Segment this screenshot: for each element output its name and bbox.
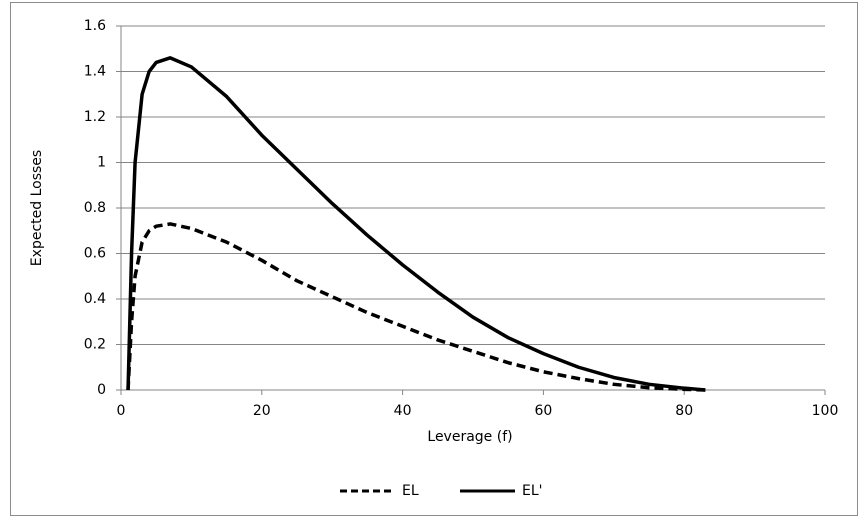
y-tick-label: 0.2	[84, 337, 106, 353]
x-tick-label: 20	[253, 403, 271, 419]
y-tick-label: 1.4	[84, 64, 106, 80]
x-axis-title: Leverage (f)	[427, 429, 512, 445]
x-tick-label: 0	[117, 403, 126, 419]
y-axis-title: Expected Losses	[29, 150, 45, 266]
x-tick-label: 60	[534, 403, 552, 419]
chart-border	[10, 2, 858, 516]
x-tick-label: 80	[675, 403, 693, 419]
series-line	[126, 56, 706, 392]
x-tick-label: 40	[394, 403, 412, 419]
y-tick-label: 1.2	[84, 109, 106, 125]
y-tick-label: 1	[97, 155, 106, 171]
y-tick-label: 0	[97, 382, 106, 398]
series-line	[126, 222, 706, 392]
x-tick-label: 100	[812, 403, 839, 419]
legend-label: EL	[402, 483, 419, 499]
y-tick-label: 1.6	[84, 18, 106, 34]
y-tick-label: 0.4	[84, 291, 106, 307]
legend-label: EL'	[522, 483, 543, 499]
y-tick-label: 0.8	[84, 200, 106, 216]
y-tick-label: 0.6	[84, 246, 106, 262]
